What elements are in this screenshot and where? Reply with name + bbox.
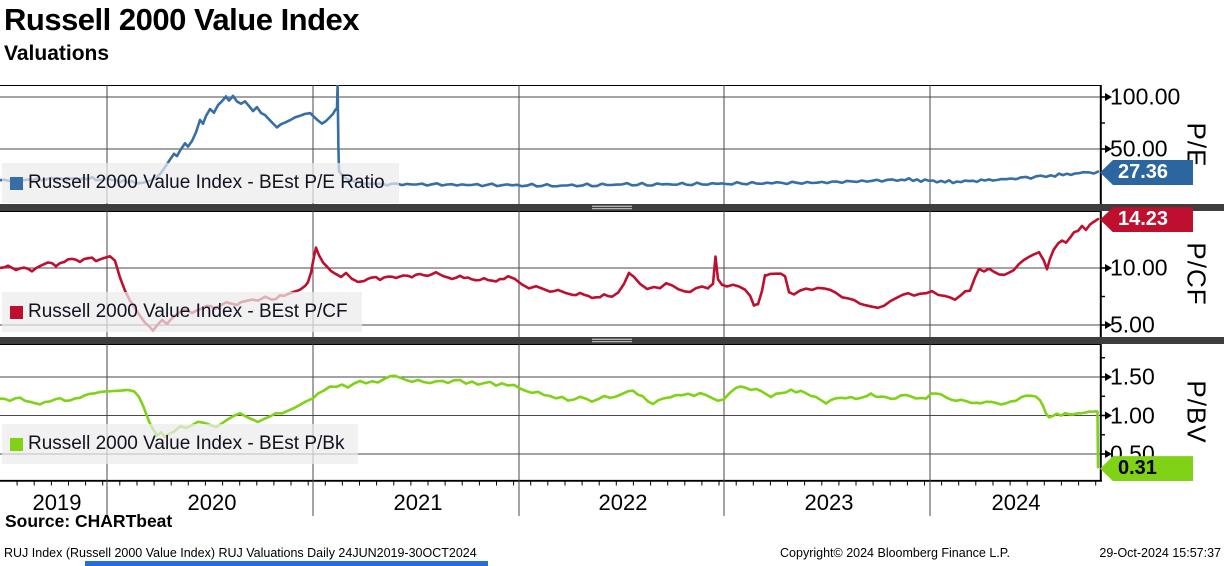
last-value-badge-pbk: 0.31 — [1100, 456, 1193, 482]
x-tick-label-2021: 2021 — [393, 490, 443, 515]
legend-label-pbk: Russell 2000 Value Index - BEst P/Bk — [28, 433, 345, 454]
x-tick-label-2023: 2023 — [804, 490, 854, 515]
legend-marker-pe-icon — [10, 176, 23, 190]
last-value-badge-pcf: 14.23 — [1100, 207, 1193, 233]
axis-title-pcf: P/CF — [1181, 242, 1212, 306]
legend-marker-pcf-icon — [10, 305, 23, 319]
footer-copyright: Copyright© 2024 Bloomberg Finance L.P. — [780, 546, 1010, 560]
y-tick-label-pbk-1: 1.00 — [1110, 402, 1155, 428]
axis-title-pbk: P/BV — [1181, 380, 1212, 444]
x-tick-label-2024: 2024 — [991, 490, 1041, 515]
legend-pcf[interactable]: Russell 2000 Value Index - BEst P/CF — [2, 292, 362, 332]
last-value-badge-pe: 27.36 — [1100, 160, 1193, 186]
footer-query-text: RUJ Index (Russell 2000 Value Index) RUJ… — [4, 546, 477, 560]
page-subtitle: Valuations — [4, 42, 110, 65]
x-tick-label-2020: 2020 — [187, 490, 237, 515]
y-tick-label-pcf-1: 5.00 — [1110, 311, 1155, 338]
x-tick-label-2019: 2019 — [32, 490, 82, 515]
y-tick-label-pe-0: 100.00 — [1110, 83, 1181, 110]
legend-pe[interactable]: Russell 2000 Value Index - BEst P/E Rati… — [2, 163, 399, 203]
y-tick-label-pe-1: 50.00 — [1110, 135, 1168, 162]
page-title: Russell 2000 Value Index — [4, 2, 360, 37]
source-label: Source: CHARTbeat — [5, 511, 173, 531]
legend-label-pe: Russell 2000 Value Index - BEst P/E Rati… — [28, 172, 385, 193]
y-tick-label-pbk-0: 1.50 — [1110, 363, 1155, 390]
selection-highlight-bar — [85, 561, 488, 566]
x-tick-label-2022: 2022 — [598, 490, 648, 515]
legend-pbk[interactable]: Russell 2000 Value Index - BEst P/Bk — [2, 424, 359, 464]
legend-label-pcf: Russell 2000 Value Index - BEst P/CF — [28, 301, 348, 322]
legend-marker-pbk-icon — [10, 437, 23, 451]
footer-timestamp: 29-Oct-2024 15:57:37 — [1099, 546, 1221, 560]
y-tick-label-pcf-0: 10.00 — [1110, 254, 1168, 281]
